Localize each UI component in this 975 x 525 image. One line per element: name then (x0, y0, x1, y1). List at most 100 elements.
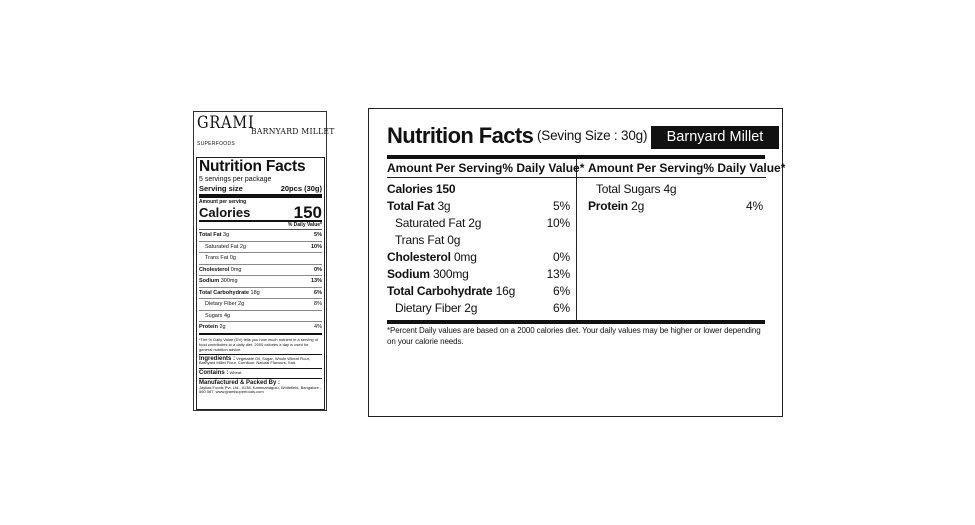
nutrient-row: Protein 2g 4% (576, 198, 766, 215)
brand-subtitle: SUPERFOODS (197, 141, 236, 147)
nutrient-dv: 10% (546, 216, 571, 230)
top-rule (387, 155, 765, 159)
servings-per-package: 5 servings per package (199, 176, 272, 183)
nutrient-amount: 0g (447, 233, 461, 247)
ingredients-text: Vegetable Oil, Sugar, Whole Wheat Flour,… (199, 355, 310, 366)
contains-text: Wheat. (229, 370, 243, 376)
nutrient-row: Dietary Fiber 2g 6% (387, 300, 576, 317)
nutrient-row: Cholesterol 0mg 0% (387, 249, 576, 266)
nutrient-row: Total Fat 3g 5% (387, 198, 576, 215)
calories-label: Calories (199, 205, 251, 220)
nutrient-dv: 4% (314, 324, 322, 330)
panel-title: Nutrition Facts (199, 158, 306, 175)
manufacturer-text: Jaykas Foods Pvt. Ltd., #138, Kammanagul… (199, 384, 322, 395)
nutrient-name: Total Fat (199, 232, 222, 238)
nutrient-name: Saturated Fat (205, 243, 239, 250)
nutrient-name: Cholesterol (199, 266, 230, 273)
nutrient-amount: 0mg (453, 250, 477, 264)
nutrient-name: Sodium (199, 278, 220, 284)
nutrient-dv: 4% (746, 199, 763, 213)
nutrient-amount: 2g (464, 301, 478, 315)
nutrient-amount: 2g (238, 301, 245, 307)
contains-section: Contains : Wheat. (199, 369, 322, 379)
calories-row: Calories 150 (199, 203, 322, 222)
nutrient-amount: 4g (663, 182, 677, 196)
nutrient-dv: 6% (553, 301, 570, 315)
ingredients-section: Ingredients : Vegetable Oil, Sugar, Whol… (199, 355, 322, 370)
nutrient-name: Total Carbohydrate (387, 284, 493, 298)
nutrient-amount: 2g (219, 324, 226, 330)
right-column: Amount Per Serving % Daily Value* Total … (576, 159, 785, 320)
manufacturer-label: Manufactured & Packed By : (199, 379, 281, 386)
column-header: Amount Per Serving % Daily Value* (387, 159, 584, 178)
serving-size-value: 20pcs (30g) (280, 184, 322, 193)
small-nutrition-label: GRAMI SUPERFOODS BARNYARD MILLET Nutriti… (193, 111, 334, 411)
nutrient-amount: 300mg (432, 267, 469, 281)
nutrient-row: Protein 2g 4% (199, 322, 322, 335)
nutrient-name: Total Sugars (596, 182, 661, 196)
nutrient-row: Sodium 300mg 13% (387, 266, 576, 283)
daily-value-header: % Daily Value* (703, 161, 786, 175)
column-header: Amount Per Serving % Daily Value* (576, 159, 785, 178)
nutrient-row: Trans Fat 0g (387, 232, 576, 249)
nutrient-dv: 5% (314, 232, 322, 238)
nutrient-amount: 2g (631, 199, 645, 213)
nutrient-amount: 18g (250, 289, 260, 296)
nutrient-name: Calories 150 (387, 182, 456, 196)
nutrient-dv: 13% (546, 267, 571, 281)
nutrient-name: Sugars (205, 312, 223, 319)
nutrient-name: Cholesterol (387, 250, 451, 264)
serving-size: (Seving Size : 30g) (537, 128, 648, 143)
amount-per-serving-header: Amount Per Serving (588, 161, 704, 175)
nutrient-name: Trans Fat (205, 255, 229, 261)
nutrient-name: Total Carbohydrate (199, 289, 250, 296)
daily-value-header: % Daily Value* (199, 222, 322, 230)
nutrient-name: Sodium (387, 267, 430, 281)
contains-label: Contains : (199, 370, 229, 377)
nutrient-row: Sodium 300mg 13% (199, 276, 322, 288)
serving-size-row: Serving size 20pcs (30g) (199, 184, 322, 198)
nutrient-amount: 300mg (220, 278, 238, 284)
nutrient-amount: 3g (437, 199, 451, 213)
serving-size-label: Serving size (199, 184, 243, 193)
nutrient-amount: 3g (223, 232, 230, 238)
large-nutrition-label: Nutrition Facts (Seving Size : 30g) Barn… (368, 108, 785, 417)
nutrient-dv: 5% (553, 199, 570, 213)
manufacturer-section: Manufactured & Packed By : Jaykas Foods … (199, 379, 322, 397)
nutrient-row: Cholesterol 0mg 0% (199, 265, 322, 276)
nutrient-dv: 6% (314, 289, 322, 296)
daily-value-header: % Daily Value* (502, 161, 585, 175)
nutrient-dv: 8% (314, 301, 322, 307)
nutrient-row: Total Sugars 4g (576, 181, 766, 198)
nutrition-panel: Nutrition Facts 5 servings per package S… (196, 157, 325, 410)
product-badge: Barnyard Millet (651, 126, 779, 149)
amount-per-serving-header: Amount Per Serving (387, 161, 503, 175)
nutrient-row: Saturated Fat 2g 10% (199, 242, 322, 253)
nutrient-row: Trans Fat 0g (199, 253, 322, 265)
brand-name: GRAMI (197, 113, 255, 133)
ingredients-label: Ingredients : (199, 355, 236, 362)
nutrient-name: Total Fat (387, 199, 435, 213)
nutrient-row: Sugars 4g (199, 311, 322, 322)
nutrient-dv: 0% (553, 250, 570, 264)
nutrient-row: Dietary Fiber 2g 8% (199, 299, 322, 311)
nutrient-dv: 6% (553, 284, 570, 298)
nutrient-amount: 2g (239, 243, 246, 250)
bottom-rule (387, 320, 765, 324)
nutrient-amount: 0g (229, 255, 236, 261)
calories-value: 150 (293, 203, 322, 222)
nutrient-dv: 13% (310, 278, 322, 284)
nutrient-amount: 2g (468, 216, 482, 230)
nutrient-name: Trans Fat (395, 233, 445, 247)
nutrient-row: Saturated Fat 2g 10% (387, 215, 576, 232)
daily-value-footnote: *Percent Daily values are based on a 200… (387, 326, 761, 346)
amount-per-serving: Amount per serving (199, 199, 247, 205)
nutrient-name: Dietary Fiber (205, 301, 237, 307)
nutrient-row: Total Carbohydrate 18g 6% (199, 288, 322, 299)
daily-value-footnote: *The % Daily Value (DV) tells you how mu… (199, 335, 322, 355)
nutrient-dv: 0% (314, 266, 322, 273)
nutrient-name: Dietary Fiber (395, 301, 462, 315)
nutrient-amount: 16g (495, 284, 516, 298)
nutrient-name: Saturated Fat (395, 216, 466, 230)
nutrient-row: Calories 150 (387, 181, 576, 198)
